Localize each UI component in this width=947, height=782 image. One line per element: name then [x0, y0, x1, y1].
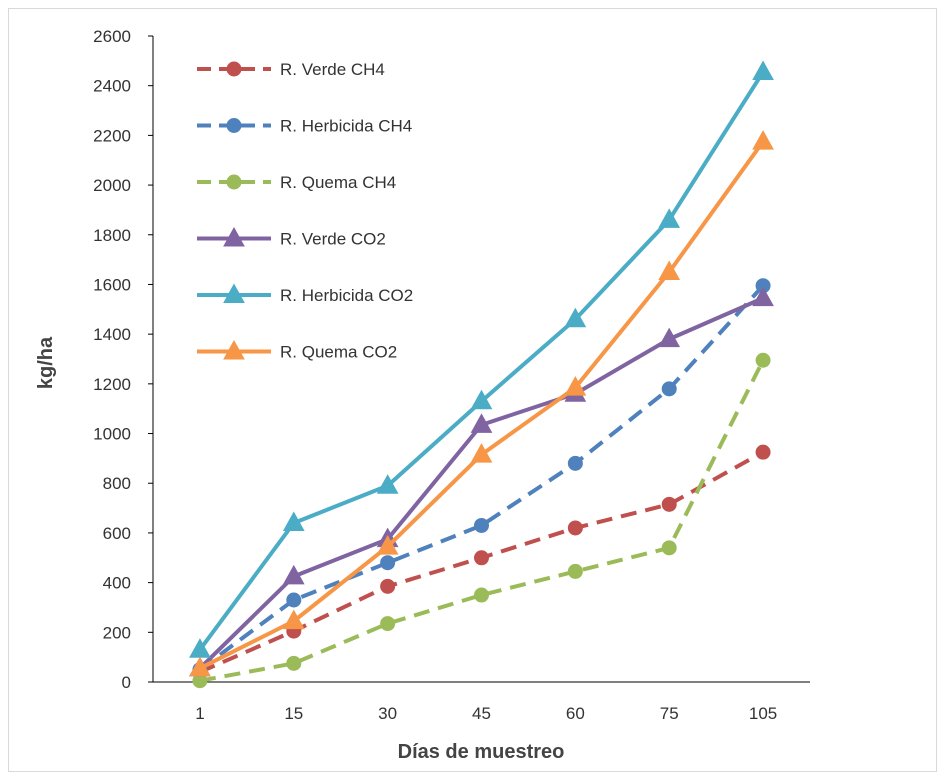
legend-marker: [226, 61, 242, 77]
y-tick-label: 200: [103, 623, 131, 642]
y-tick-label: 2600: [93, 27, 131, 46]
legend-label: R. Herbicida CO2: [280, 286, 413, 305]
y-tick-label: 0: [122, 673, 131, 692]
data-point: [376, 535, 399, 555]
legend: R. Verde CH4 R. Herbicida CH4 R. Quema CH4…: [197, 60, 413, 362]
x-axis-title: Días de muestreo: [398, 741, 565, 763]
legend-label: R. Herbicida CH4: [280, 117, 412, 136]
x-tick-label: 60: [566, 704, 585, 723]
series-2: [192, 352, 771, 689]
chart-frame: [8, 8, 937, 772]
data-point: [470, 413, 493, 433]
data-point: [564, 307, 587, 328]
data-point: [661, 540, 677, 556]
data-point: [470, 443, 493, 463]
data-point: [380, 555, 396, 571]
x-tick-label: 30: [378, 704, 397, 723]
legend-item: R. Verde CH4: [197, 60, 385, 79]
y-tick-label: 1200: [93, 375, 131, 394]
y-tick-label: 1600: [93, 275, 131, 294]
legend-marker: [226, 118, 242, 133]
y-tick-label: 800: [103, 474, 131, 493]
x-tick-label: 15: [284, 704, 303, 723]
data-point: [658, 327, 681, 348]
legend-marker: [223, 283, 245, 303]
data-point: [567, 520, 583, 536]
legend-label: R. Quema CO2: [280, 343, 397, 362]
data-point: [661, 381, 677, 397]
data-point: [286, 655, 302, 671]
y-tick-label: 1000: [93, 425, 131, 444]
series-5: [189, 130, 774, 677]
data-point: [474, 517, 489, 533]
y-tick-label: 2000: [93, 176, 131, 195]
y-tick-label: 600: [103, 524, 131, 543]
data-point: [752, 286, 774, 307]
series-1: [192, 278, 771, 678]
data-point: [474, 550, 489, 566]
legend-item: R. Verde CO2: [197, 226, 386, 249]
legend-label: R. Quema CH4: [280, 173, 396, 192]
x-tick-label: 105: [749, 704, 777, 723]
legend-item: R. Herbicida CH4: [197, 117, 412, 136]
data-point: [380, 616, 396, 632]
data-point: [752, 130, 774, 150]
y-tick-label: 1800: [93, 226, 131, 245]
legend-label: R. Verde CO2: [280, 230, 386, 249]
data-point: [755, 352, 771, 368]
legend-label: R. Verde CH4: [280, 60, 385, 79]
legend-item: R. Quema CO2: [197, 339, 397, 362]
data-point: [755, 444, 771, 460]
y-tick-label: 400: [103, 574, 131, 593]
data-point: [189, 656, 211, 677]
legend-marker: [223, 226, 245, 247]
data-point: [567, 455, 583, 471]
y-axis-title: kg/ha: [35, 336, 57, 389]
y-tick-label: 2200: [93, 126, 131, 145]
x-tick-label: 45: [472, 704, 491, 723]
data-point: [658, 208, 681, 228]
series-4: [189, 60, 774, 658]
data-point: [376, 474, 399, 494]
series-3: [189, 286, 774, 677]
data-point: [661, 496, 677, 512]
data-point: [380, 578, 396, 594]
data-point: [282, 609, 305, 630]
data-point: [567, 563, 583, 579]
data-point: [282, 511, 305, 531]
y-tick-label: 2400: [93, 77, 131, 96]
data-point: [752, 60, 774, 81]
data-point: [470, 389, 493, 410]
legend-marker: [226, 174, 242, 190]
legend-item: R. Herbicida CO2: [197, 283, 413, 305]
data-point: [474, 587, 489, 603]
x-tick-label: 75: [660, 704, 679, 723]
axes: 0 200 400 600 800 1000 1200 1400 1600 1800 2000 220…: [93, 27, 810, 723]
legend-item: R. Quema CH4: [197, 173, 396, 192]
data-point: [658, 260, 681, 281]
y-tick-label: 1400: [93, 325, 131, 344]
series-layer: [189, 60, 774, 689]
series-0: [192, 444, 771, 680]
legend-marker: [223, 339, 245, 360]
x-tick-label: 1: [195, 704, 204, 723]
data-point: [564, 376, 587, 396]
data-point: [286, 592, 302, 608]
data-point: [282, 564, 305, 585]
